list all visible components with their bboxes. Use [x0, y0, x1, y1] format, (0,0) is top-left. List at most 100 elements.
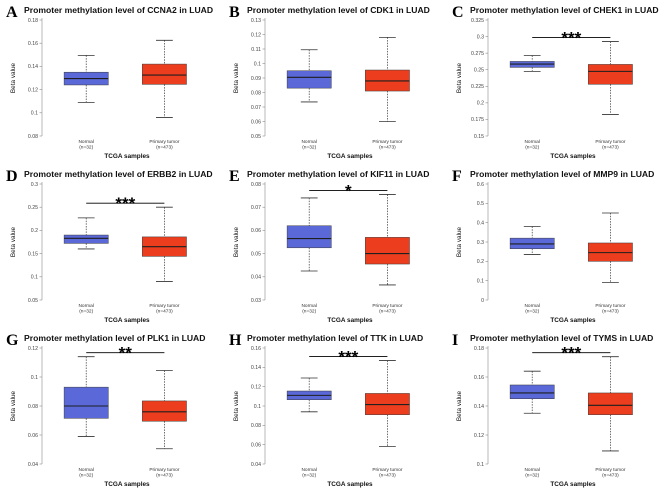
- group-label: Normal: [524, 139, 539, 145]
- x-axis-title: TCGA samples: [104, 317, 150, 324]
- y-tick-label: 0.1: [31, 375, 38, 381]
- boxplot-tumor: [365, 360, 410, 447]
- y-tick-label: 0.16: [28, 41, 38, 47]
- y-axis-title: Beta value: [233, 226, 240, 257]
- x-axis-title: TCGA samples: [550, 317, 596, 324]
- panel-title: Promoter methylation level of TTK in LUA…: [247, 333, 423, 343]
- x-axis-title: TCGA samples: [104, 153, 150, 160]
- group-count: (n=473): [379, 473, 396, 479]
- group-label: Normal: [301, 303, 316, 309]
- boxplot-normal: [286, 49, 332, 103]
- y-axis-title: Beta value: [456, 390, 463, 421]
- boxplot-normal: [509, 55, 555, 72]
- group-count: (n=32): [302, 145, 316, 151]
- x-axis-title: TCGA samples: [104, 481, 150, 488]
- y-tick-label: 0.325: [471, 18, 484, 24]
- group-count: (n=473): [602, 145, 619, 151]
- panel-letter: I: [452, 332, 458, 349]
- y-tick-label: 0.08: [28, 134, 38, 140]
- group-count: (n=32): [525, 473, 539, 479]
- box-iqr: [286, 225, 332, 249]
- group-label: Normal: [78, 303, 93, 309]
- y-tick-label: 0.3: [31, 182, 38, 188]
- group-count: (n=32): [302, 473, 316, 479]
- y-tick-label: 0.12: [28, 87, 38, 93]
- y-tick-label: 0.09: [251, 76, 261, 82]
- group-label: Primary tumor: [595, 139, 626, 145]
- group-label: Primary tumor: [595, 467, 626, 473]
- boxplot-tumor: [588, 41, 633, 115]
- y-tick-label: 0.05: [28, 298, 38, 304]
- box-iqr: [142, 63, 187, 85]
- boxplot-normal: [63, 356, 109, 437]
- y-tick-label: 0.3: [477, 240, 484, 246]
- y-tick-label: 0.25: [28, 205, 38, 211]
- y-axis-title: Beta value: [456, 62, 463, 93]
- boxplot-normal: [286, 197, 332, 272]
- y-tick-label: 0.2: [31, 228, 38, 234]
- group-label: Primary tumor: [149, 467, 180, 473]
- panel-letter: G: [6, 332, 19, 349]
- y-tick-label: 0.12: [28, 346, 38, 352]
- y-tick-label: 0.08: [251, 423, 261, 429]
- panel-title: Promoter methylation level of CCNA2 in L…: [24, 5, 213, 15]
- box-iqr: [509, 384, 555, 399]
- group-count: (n=473): [379, 309, 396, 315]
- x-axis-title: TCGA samples: [327, 317, 373, 324]
- y-tick-label: 0.25: [474, 68, 484, 74]
- group-count: (n=473): [156, 473, 173, 479]
- group-count: (n=32): [525, 145, 539, 151]
- boxplot-tumor: [365, 194, 410, 286]
- y-tick-label: 0.04: [251, 462, 261, 468]
- y-axis-title: Beta value: [10, 390, 17, 421]
- y-tick-label: 0.3: [477, 34, 484, 40]
- panel-letter: A: [6, 4, 18, 21]
- group-count: (n=32): [302, 309, 316, 315]
- group-label: Normal: [524, 303, 539, 309]
- box-iqr: [63, 234, 109, 244]
- y-tick-label: 0.16: [251, 346, 261, 352]
- y-tick-label: 0.15: [28, 251, 38, 257]
- y-tick-label: 0.16: [474, 375, 484, 381]
- y-tick-label: 0.5: [477, 201, 484, 207]
- box-iqr: [286, 70, 332, 89]
- significance-label: **: [119, 344, 133, 363]
- panel-b: B Promoter methylation level of CDK1 in L…: [229, 4, 430, 160]
- y-axis-title: Beta value: [456, 226, 463, 257]
- y-tick-label: 0.15: [474, 134, 484, 140]
- y-tick-label: 0.12: [474, 433, 484, 439]
- y-tick-label: 0.6: [477, 182, 484, 188]
- y-tick-label: 0.1: [31, 275, 38, 281]
- group-count: (n=473): [602, 473, 619, 479]
- y-tick-label: 0.18: [28, 18, 38, 24]
- boxplot-tumor: [588, 356, 633, 452]
- panel-d: D Promoter methylation level of ERBB2 in …: [6, 168, 213, 324]
- y-tick-label: 0.08: [251, 182, 261, 188]
- group-label: Primary tumor: [372, 467, 403, 473]
- boxplot-tumor: [365, 37, 410, 122]
- y-tick-label: 0.05: [251, 134, 261, 140]
- box-iqr: [63, 386, 109, 419]
- y-tick-label: 0: [481, 298, 484, 304]
- group-label: Normal: [301, 467, 316, 473]
- box-iqr: [588, 64, 633, 85]
- boxplot-tumor: [142, 206, 187, 282]
- panel-title: Promoter methylation level of ERBB2 in L…: [24, 169, 213, 179]
- group-label: Normal: [78, 467, 93, 473]
- y-tick-label: 0.04: [251, 275, 261, 281]
- panel-letter: F: [452, 168, 462, 185]
- panel-e: E Promoter methylation level of KIF11 in …: [229, 168, 429, 324]
- boxplot-tumor: [142, 370, 187, 450]
- group-count: (n=32): [79, 309, 93, 315]
- y-tick-label: 0.18: [474, 346, 484, 352]
- panel-letter: E: [229, 168, 240, 185]
- y-tick-label: 0.04: [28, 462, 38, 468]
- group-label: Normal: [78, 139, 93, 145]
- y-tick-label: 0.06: [28, 433, 38, 439]
- y-tick-label: 0.1: [254, 61, 261, 67]
- panel-i: I Promoter methylation level of TYMS in L…: [452, 332, 653, 488]
- y-axis-title: Beta value: [233, 62, 240, 93]
- y-tick-label: 0.06: [251, 119, 261, 125]
- significance-label: ***: [338, 348, 358, 367]
